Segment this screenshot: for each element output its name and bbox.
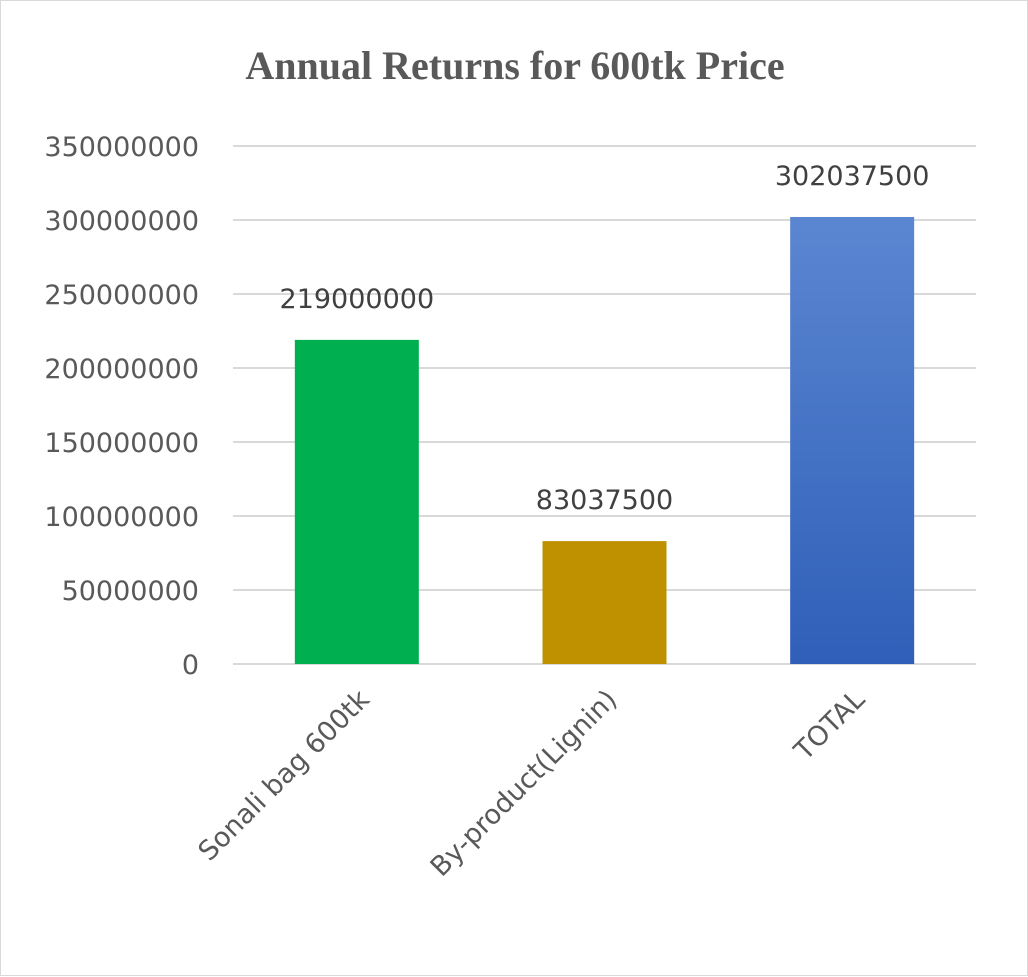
- chart-title: Annual Returns for 600tk Price: [245, 43, 784, 88]
- data-label: 83037500: [536, 485, 673, 516]
- y-tick-label: 300000000: [44, 206, 199, 237]
- category-label: By-product(Lignin): [425, 684, 624, 883]
- bars: [294, 216, 915, 664]
- y-axis-tick-labels: 0 50000000 100000000 150000000 200000000 2500…: [44, 132, 199, 681]
- y-tick-label: 200000000: [44, 354, 199, 385]
- y-tick-label: 150000000: [44, 428, 199, 459]
- y-tick-label: 100000000: [44, 502, 199, 533]
- data-labels: 219000000 83037500 302037500: [280, 161, 930, 516]
- y-tick-label: 350000000: [44, 132, 199, 163]
- y-tick-label: 250000000: [44, 280, 199, 311]
- bar-sonali-bag-600tk: [294, 339, 419, 664]
- category-label: TOTAL: [788, 684, 871, 767]
- data-label: 302037500: [775, 161, 930, 192]
- data-label: 219000000: [280, 284, 435, 315]
- x-axis-category-labels: Sonali bag 600tk By-product(Lignin) TOTAL: [193, 684, 872, 883]
- bar-by-product-lignin: [542, 541, 667, 664]
- y-tick-label: 50000000: [62, 576, 199, 607]
- category-label: Sonali bag 600tk: [193, 684, 376, 867]
- bar-total: [790, 216, 915, 664]
- y-tick-label: 0: [182, 650, 199, 681]
